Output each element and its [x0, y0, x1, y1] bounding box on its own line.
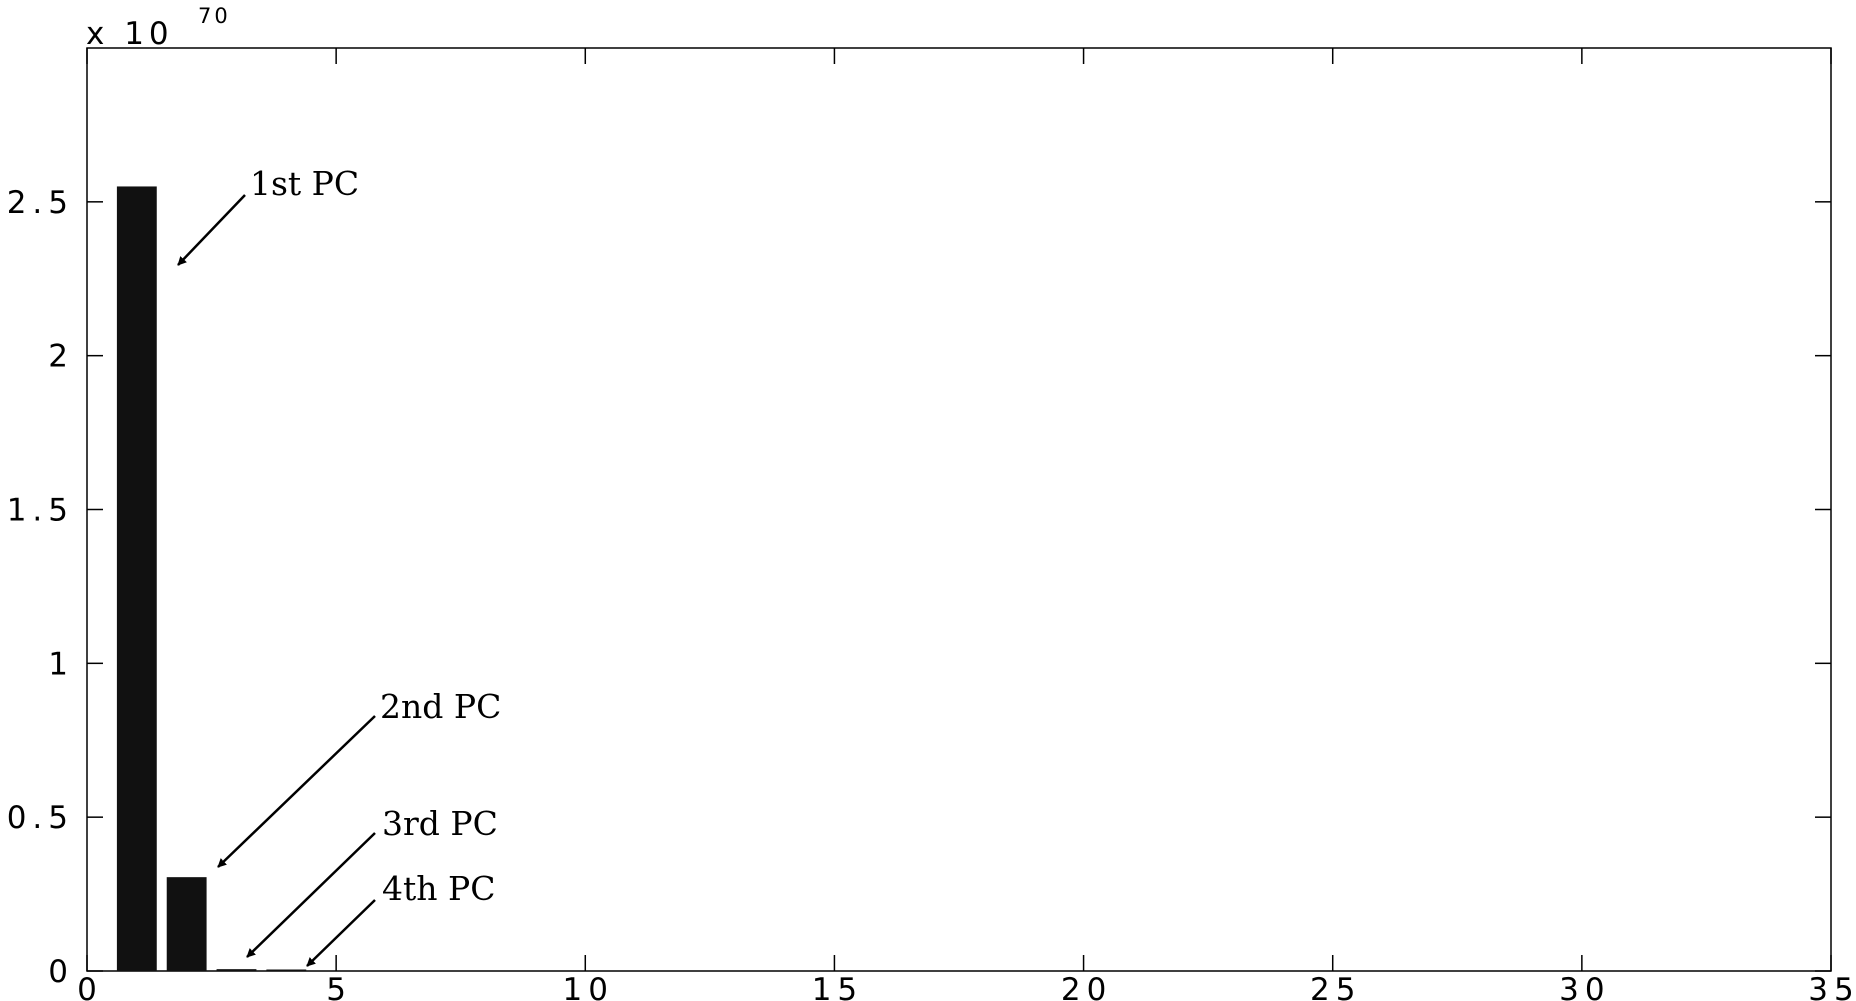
- annotation-arrow: [177, 194, 246, 266]
- annotation-arrow: [306, 899, 376, 967]
- x-tick-label: 35: [1808, 972, 1856, 1001]
- axis-multiplier-base: x 10: [86, 16, 174, 52]
- bar: [166, 877, 207, 971]
- x-tick-label: 25: [1310, 972, 1361, 1001]
- bar: [216, 969, 257, 971]
- annotation-arrow: [246, 832, 376, 958]
- x-tick-label: 30: [1559, 972, 1610, 1001]
- y-tick-label: 0: [48, 954, 74, 990]
- annotation-arrow: [217, 715, 376, 868]
- annotations: 1st PC 2nd PC 3rd PC 4th PC: [177, 164, 501, 967]
- axis-ticks: 0 5 10 15 20 25 30 35 0 0.5 1 1.5 2 2.5: [7, 48, 1856, 1001]
- axis-multiplier-exponent: 70: [198, 4, 231, 28]
- annotation-label: 1st PC: [250, 164, 359, 203]
- axis-multiplier: x 10 70: [86, 4, 231, 52]
- y-tick-label: 2.5: [7, 185, 74, 221]
- annotation-label: 4th PC: [382, 869, 495, 908]
- x-tick-label: 5: [326, 972, 352, 1001]
- y-tick-label: 1: [48, 646, 74, 682]
- x-tick-label: 20: [1061, 972, 1112, 1001]
- y-tick-label: 1.5: [7, 493, 74, 529]
- x-tick-label: 15: [812, 972, 863, 1001]
- annotation-label: 2nd PC: [380, 687, 501, 726]
- annotation-label: 3rd PC: [382, 804, 498, 843]
- x-tick-label: 10: [563, 972, 614, 1001]
- bar: [116, 186, 157, 971]
- x-tick-label: 0: [77, 972, 103, 1001]
- y-tick-label: 2: [48, 339, 74, 375]
- bars: [116, 186, 307, 971]
- y-tick-label: 0.5: [7, 800, 74, 836]
- bar: [266, 969, 307, 971]
